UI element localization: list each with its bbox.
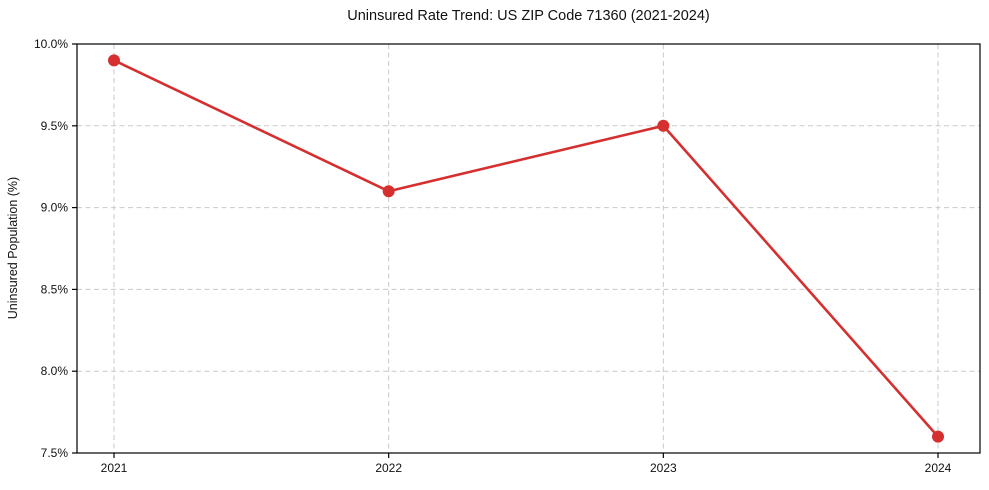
x-tick-label: 2023 bbox=[650, 461, 677, 475]
x-tick-label: 2024 bbox=[925, 461, 952, 475]
y-tick-label: 9.0% bbox=[41, 201, 69, 215]
data-point-marker bbox=[657, 119, 670, 132]
data-point-marker bbox=[382, 185, 395, 198]
plot-border bbox=[76, 43, 981, 454]
trend-line bbox=[112, 59, 940, 438]
chart-title: Uninsured Rate Trend: US ZIP Code 71360 … bbox=[347, 8, 710, 24]
x-tick-label: 2022 bbox=[375, 461, 402, 475]
y-tick-label: 8.5% bbox=[41, 282, 69, 296]
x-tick-label: 2021 bbox=[101, 461, 128, 475]
data-point-marker bbox=[932, 430, 944, 443]
y-tick-label: 10.0% bbox=[34, 37, 68, 51]
y-tick-label: 7.5% bbox=[41, 446, 69, 460]
data-point-marker bbox=[108, 54, 120, 67]
y-tick-label: 9.5% bbox=[41, 119, 69, 133]
y-tick-label: 8.0% bbox=[41, 364, 69, 378]
y-axis-title: Uninsured Population (%) bbox=[6, 176, 20, 320]
